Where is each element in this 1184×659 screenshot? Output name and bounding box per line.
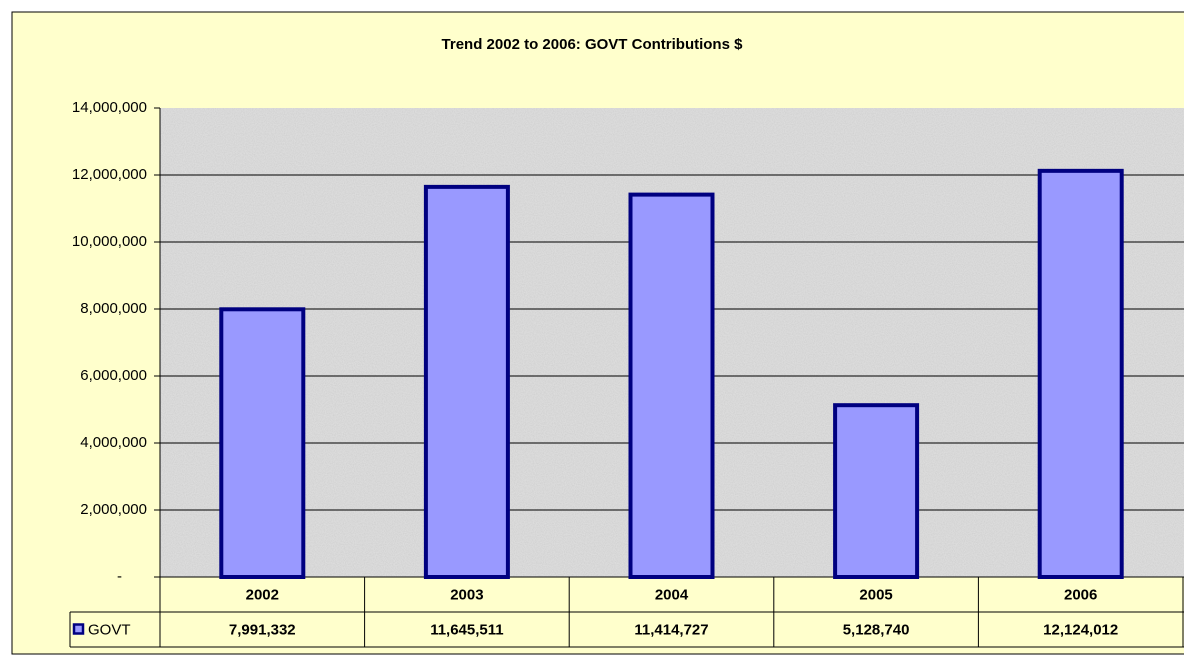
bar	[423, 184, 510, 579]
table-value: 11,645,511	[430, 621, 503, 638]
y-tick-label: 6,000,000	[80, 367, 147, 384]
chart-title: Trend 2002 to 2006: GOVT Contributions $	[442, 36, 744, 53]
bar	[219, 307, 306, 579]
y-tick-label: 14,000,000	[72, 99, 147, 116]
y-tick-label: 10,000,000	[72, 233, 147, 250]
x-tick-label: 2005	[859, 586, 892, 603]
bar	[1037, 168, 1124, 579]
x-tick-label: 2003	[450, 586, 483, 603]
y-tick-label: 4,000,000	[80, 434, 147, 451]
bar	[628, 192, 715, 579]
x-tick-label: 2002	[246, 586, 279, 603]
table-value: 12,124,012	[1043, 621, 1118, 638]
table-value: 7,991,332	[229, 621, 296, 638]
legend-label: GOVT	[88, 621, 131, 638]
y-tick-label: -	[117, 568, 122, 585]
x-tick-label: 2004	[655, 586, 689, 603]
legend-key	[72, 623, 85, 635]
data-table-bg	[160, 577, 1184, 612]
bar	[833, 403, 920, 579]
y-tick-label: 2,000,000	[80, 501, 147, 518]
x-tick-label: 2006	[1064, 586, 1097, 603]
y-tick-label: 8,000,000	[80, 300, 147, 317]
y-tick-label: 12,000,000	[72, 166, 147, 183]
table-value: 11,414,727	[634, 621, 708, 638]
table-value: 5,128,740	[843, 621, 910, 638]
